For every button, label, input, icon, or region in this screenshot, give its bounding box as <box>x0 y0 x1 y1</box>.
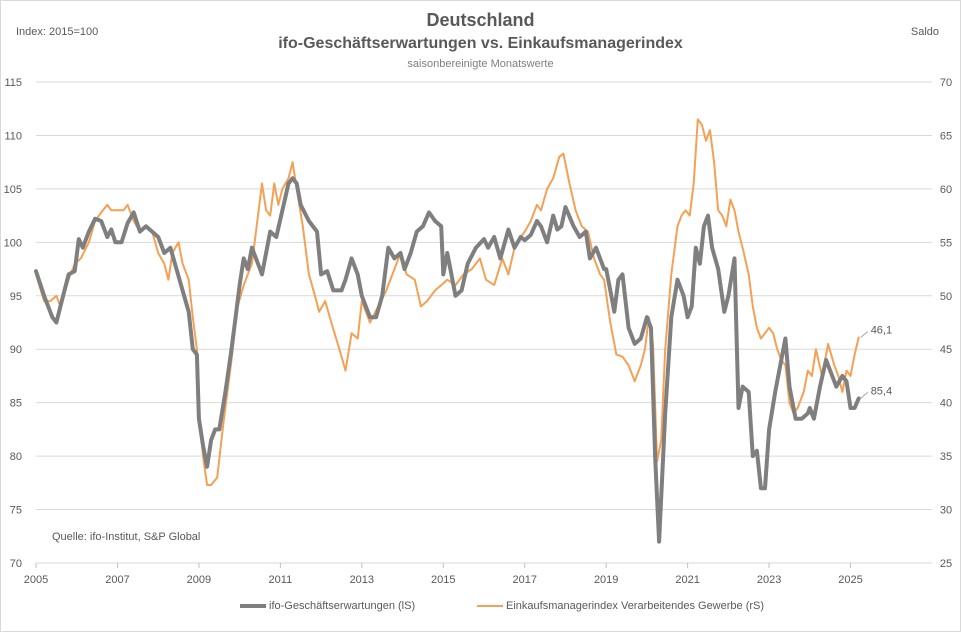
legend-item-ifo: ifo-Geschäftserwartungen (lS) <box>240 600 415 612</box>
y-left-tick-label: 70 <box>10 558 22 570</box>
chart-subsubtitle: saisonbereinigte Monatswerte <box>407 58 554 70</box>
right-axis-unit: Saldo <box>910 26 939 38</box>
y-left-tick-label: 100 <box>4 237 22 249</box>
legend-swatch-ifo <box>240 604 266 609</box>
x-tick-label: 2009 <box>187 574 211 586</box>
left-axis-unit: Index: 2015=100 <box>16 26 99 38</box>
y-right-tick-label: 60 <box>940 184 952 196</box>
y-right-tick-label: 35 <box>940 451 952 463</box>
y-left-tick-label: 95 <box>10 291 22 303</box>
y-left-tick-label: 115 <box>4 77 22 89</box>
legend-label-pmi: Einkaufsmanagerindex Verarbeitendes Gewe… <box>506 600 765 612</box>
y-left-tick-label: 80 <box>10 451 22 463</box>
series-line-ifo <box>34 176 861 544</box>
x-tick-label: 2013 <box>350 574 374 586</box>
y-right-tick-label: 30 <box>940 505 952 517</box>
y-right-tick-label: 40 <box>940 398 952 410</box>
legend-label-ifo: ifo-Geschäftserwartungen (lS) <box>269 600 416 612</box>
x-tick-label: 2023 <box>757 574 781 586</box>
y-left-tick-label: 85 <box>10 398 22 410</box>
y-left-tick-label: 110 <box>4 130 22 142</box>
y-right-tick-label: 55 <box>940 237 952 249</box>
series-line-pmi <box>35 118 860 486</box>
x-tick-label: 2021 <box>675 574 699 586</box>
x-tick-label: 2025 <box>838 574 862 586</box>
annotation-leader <box>860 392 869 399</box>
x-tick-label: 2005 <box>24 574 48 586</box>
y-left-tick-label: 105 <box>4 184 22 196</box>
end-value-label: 85,4 <box>871 385 892 397</box>
annotation-leader <box>860 331 869 338</box>
x-tick-label: 2015 <box>431 574 455 586</box>
y-right-tick-label: 50 <box>940 291 952 303</box>
y-left-tick-label: 75 <box>10 505 22 517</box>
y-right-tick-label: 65 <box>940 130 952 142</box>
x-tick-label: 2007 <box>105 574 129 586</box>
chart-title: Deutschland <box>426 10 535 30</box>
y-left-tick-label: 90 <box>10 344 22 356</box>
x-tick-label: 2011 <box>269 574 293 586</box>
legend: ifo-Geschäftserwartungen (lS) Einkaufsma… <box>0 600 961 616</box>
end-value-label: 46,1 <box>871 324 892 336</box>
y-right-tick-label: 25 <box>940 558 952 570</box>
y-right-tick-label: 45 <box>940 344 952 356</box>
chart-subtitle: ifo-Geschäftserwartungen vs. Einkaufsman… <box>278 35 683 52</box>
legend-item-pmi: Einkaufsmanagerindex Verarbeitendes Gewe… <box>477 600 764 612</box>
source-note: Quelle: ifo-Institut, S&P Global <box>52 531 201 543</box>
legend-swatch-pmi <box>477 605 503 608</box>
x-tick-label: 2019 <box>594 574 618 586</box>
x-tick-label: 2017 <box>512 574 536 586</box>
y-right-tick-label: 70 <box>940 77 952 89</box>
